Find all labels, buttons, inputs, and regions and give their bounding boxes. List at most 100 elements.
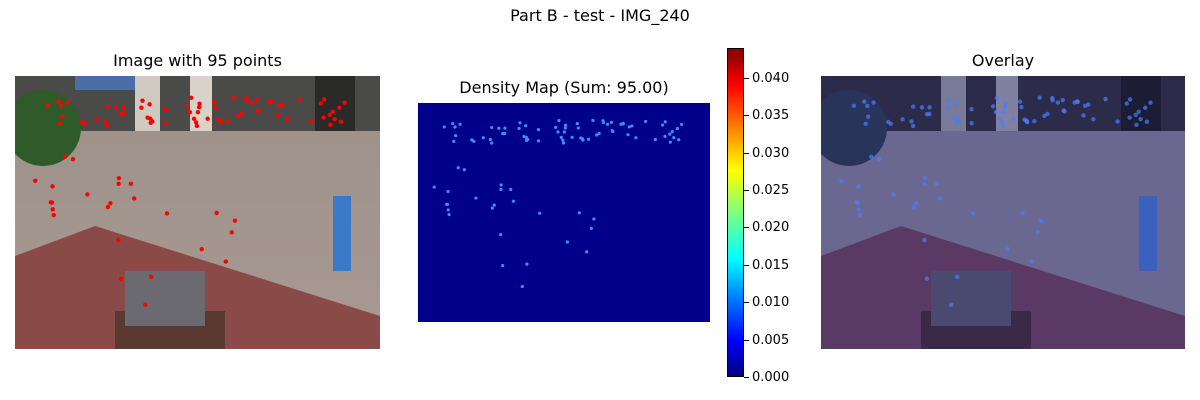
annotation-point (275, 113, 280, 118)
overlay-density-point (1011, 116, 1016, 121)
annotation-point (51, 212, 56, 218)
annotation-point (148, 120, 153, 125)
overlay-density-point (865, 114, 871, 119)
annotation-point (163, 106, 168, 112)
annotation-point (48, 200, 54, 205)
density-blob (522, 134, 526, 139)
annotation-point (332, 116, 337, 122)
density-blob (446, 189, 450, 194)
overlay-density-point (945, 105, 950, 110)
annotation-point (338, 119, 344, 125)
density-blob (575, 122, 579, 126)
density-blob (503, 126, 507, 130)
image-panel-title: Image with 95 points (113, 51, 282, 70)
annotation-point (330, 109, 335, 114)
density-blob (609, 120, 613, 124)
overlay-density-point (910, 123, 916, 129)
annotation-point (105, 204, 111, 210)
annotation-point (164, 211, 170, 216)
colorbar-tick (744, 115, 749, 117)
density-blob (501, 132, 505, 136)
overlay-density-point (1148, 100, 1153, 105)
overlay-density-point (1136, 109, 1141, 114)
density-blob (432, 185, 436, 189)
colorbar-tick (744, 302, 749, 304)
overlay-density-point (994, 95, 1000, 100)
density-blob (509, 187, 513, 192)
density-blob (595, 133, 599, 137)
overlay-panel-title: Overlay (971, 51, 1035, 70)
density-blob (668, 140, 672, 144)
overlay-density-point (1138, 116, 1143, 122)
density-blob (564, 123, 568, 127)
density-blob (488, 137, 492, 142)
overlay-density-point (1038, 218, 1044, 223)
overlay-density-point (1000, 123, 1006, 129)
overlay-density-point (854, 200, 860, 205)
overlay-density-point (970, 211, 976, 216)
overlay-density-point (909, 119, 914, 124)
density-blob (454, 134, 458, 138)
overlay-density-point (924, 112, 930, 117)
density-blob (470, 138, 474, 142)
density-blob (446, 208, 450, 212)
density-blob (597, 131, 601, 136)
overlay-density-point (1003, 101, 1008, 106)
annotation-point (116, 237, 121, 243)
annotation-point (254, 97, 259, 103)
overlay-density-point (1022, 117, 1027, 122)
overlay-density-point (865, 103, 870, 109)
density-blob (661, 123, 665, 127)
colorbar-tick (744, 377, 749, 378)
density-blob (561, 138, 565, 142)
annotated-photo (15, 76, 380, 349)
overlay-density-point (891, 192, 896, 197)
density-blob (525, 262, 529, 266)
overlay-density-point (1029, 259, 1035, 264)
overlay-density-point (856, 184, 861, 189)
density-blob (576, 126, 580, 130)
colorbar-tick-label: 0.015 (752, 257, 790, 273)
annotation-point (188, 95, 194, 100)
overlay-density-point (1017, 99, 1023, 104)
overlay-density-point (863, 121, 868, 127)
density-blob (591, 118, 595, 123)
density-blob (663, 134, 667, 138)
density-blob (447, 212, 451, 217)
overlay-density-point (922, 237, 927, 243)
overlay-density-point (1032, 119, 1037, 124)
density-blob (621, 122, 625, 126)
overlay-density-point (900, 117, 905, 122)
overlay-density-point (1035, 230, 1040, 235)
overlay-density-point (949, 302, 954, 307)
density-blob (499, 233, 503, 237)
annotation-point (113, 105, 119, 110)
density-blob (474, 196, 478, 200)
annotation-point (187, 109, 193, 115)
density-blob (520, 284, 524, 289)
annotation-point (50, 207, 55, 212)
density-blob (456, 166, 460, 170)
density-blob (592, 217, 596, 221)
density-blob (501, 263, 505, 268)
annotation-point (132, 196, 137, 201)
annotated-photo-panel (15, 76, 380, 349)
annotation-point (199, 247, 204, 252)
annotation-point (80, 119, 85, 125)
density-blob (563, 126, 567, 130)
annotation-point (128, 181, 134, 186)
density-blob (458, 122, 462, 126)
overlay-density-point (914, 201, 919, 206)
overlay-density-point (997, 116, 1003, 122)
annotation-point (148, 274, 154, 280)
density-blob (481, 136, 485, 140)
annotation-point (211, 99, 217, 104)
density-blob (538, 211, 542, 215)
overlay-density-point (862, 99, 867, 104)
density-blob (663, 120, 667, 124)
overlay-density-point (1086, 102, 1091, 107)
density-blob (517, 126, 521, 131)
overlay-density-point (1115, 119, 1120, 124)
density-map (418, 103, 710, 322)
colorbar-tick (744, 339, 749, 341)
